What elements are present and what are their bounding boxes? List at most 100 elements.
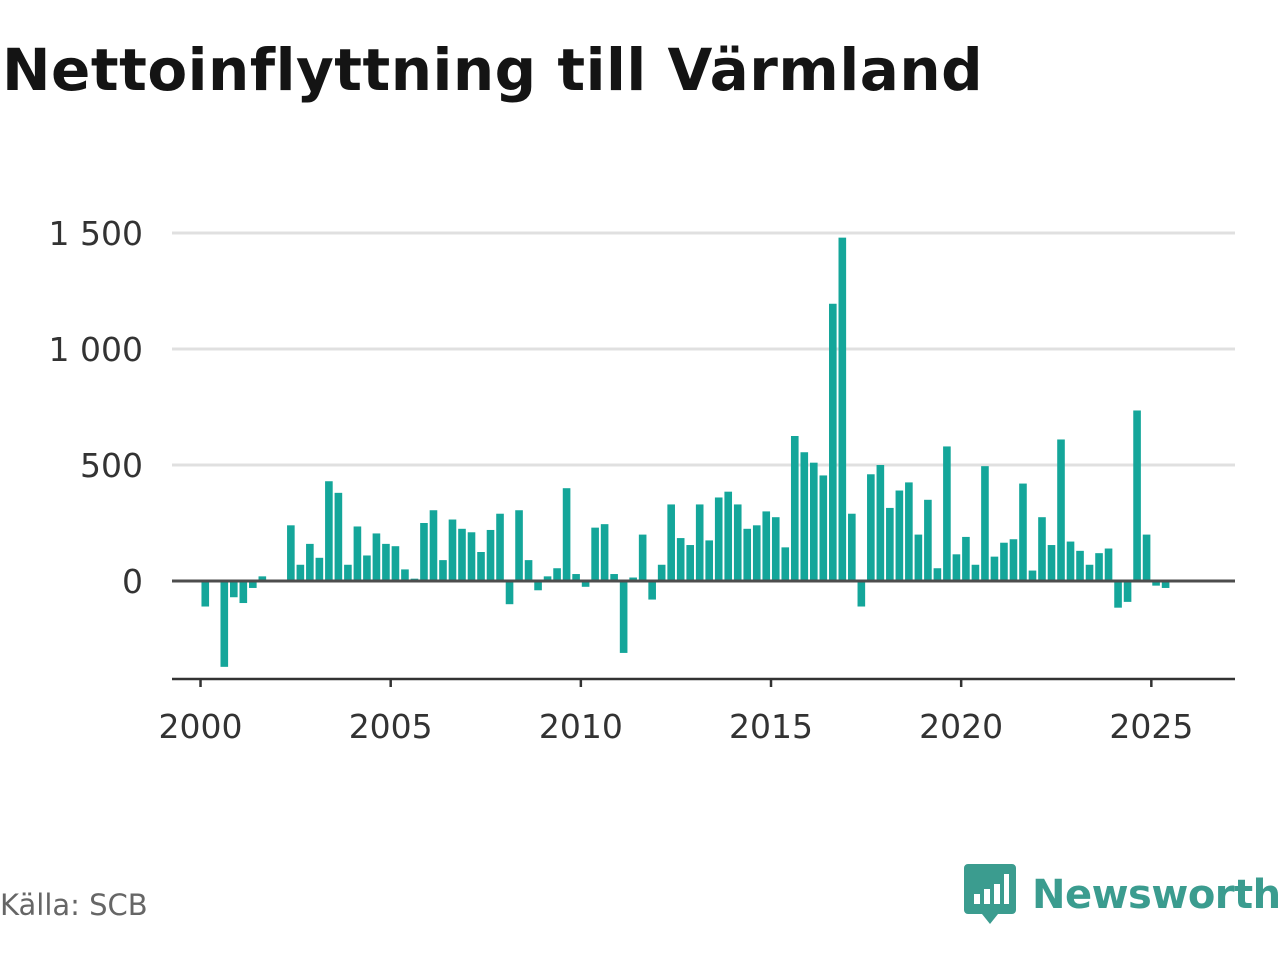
bar: [1019, 483, 1027, 581]
bar: [848, 513, 856, 581]
bar: [439, 560, 447, 581]
x-tick-label: 2000: [159, 707, 243, 746]
bar: [249, 581, 257, 588]
bar: [857, 581, 866, 607]
bar: [819, 475, 828, 581]
bar: [667, 504, 675, 581]
bar: [914, 534, 923, 581]
bar: [1009, 539, 1018, 581]
bar: [695, 504, 704, 581]
bar: [239, 581, 248, 604]
bar: [1161, 581, 1170, 588]
x-tick-label: 2010: [539, 707, 623, 746]
bar: [496, 513, 504, 581]
bar: [895, 490, 904, 581]
gridlines: [172, 231, 1235, 467]
bar: [771, 517, 780, 581]
bar: [553, 568, 561, 581]
source-note: Källa: SCB: [0, 888, 148, 922]
bar: [705, 540, 714, 581]
bar: [515, 510, 523, 581]
bar: [933, 568, 942, 581]
bar: [334, 492, 343, 581]
bar: [619, 581, 628, 653]
bar: [325, 481, 333, 581]
bar: [924, 499, 932, 581]
bar: [648, 581, 656, 600]
bar: [391, 546, 400, 581]
bar: [1152, 581, 1160, 586]
brand-name: Newsworthy: [1032, 872, 1280, 918]
bar: [230, 581, 238, 598]
bar: [867, 474, 875, 581]
newsworthy-logo-icon: [964, 864, 1016, 924]
bar: [790, 436, 799, 581]
bar: [676, 538, 685, 581]
bar: [876, 465, 885, 581]
bar: [600, 524, 609, 581]
bar: [829, 303, 837, 581]
bar: [1095, 553, 1103, 581]
bar: [905, 482, 913, 581]
bar: [809, 462, 818, 581]
bar: [543, 576, 552, 581]
bar: [752, 525, 761, 581]
bar: [429, 510, 438, 581]
bar: [591, 527, 599, 581]
y-tick-label: 1 500: [49, 214, 143, 253]
bar: [287, 525, 295, 581]
bar: [534, 581, 542, 591]
bar: [638, 534, 647, 581]
bar: [220, 581, 229, 667]
x-tick-label: 2005: [349, 707, 433, 746]
x-tick-label: 2015: [729, 707, 813, 746]
bar: [1028, 570, 1037, 581]
bar: [1142, 534, 1151, 581]
bar: [524, 560, 533, 581]
x-tick-label: 2025: [1109, 707, 1193, 746]
bar: [572, 574, 580, 581]
bar: [1057, 439, 1065, 581]
bar: [1114, 581, 1122, 608]
bar: [486, 529, 495, 581]
bar: [714, 497, 723, 581]
bar: [1038, 517, 1046, 581]
bar: [800, 452, 809, 581]
bar: [943, 446, 951, 581]
bar: [990, 556, 999, 581]
bar: [372, 533, 381, 581]
bar: [505, 581, 514, 605]
bar: [1000, 542, 1008, 581]
bar: [952, 554, 961, 581]
bar: [296, 564, 305, 581]
y-axis-tick-labels: 1 500 1 000 500 0: [49, 214, 143, 601]
bar: [401, 569, 409, 581]
bar: [562, 488, 571, 581]
bar: [724, 491, 733, 581]
bar: [420, 523, 428, 581]
bar: [1085, 564, 1094, 581]
bar: [1123, 581, 1132, 602]
bar: [781, 547, 790, 581]
bar: [258, 576, 267, 581]
bar: [981, 466, 989, 581]
bars: [201, 237, 1170, 667]
bar: [657, 564, 666, 581]
bar: [838, 237, 847, 581]
bar: [306, 543, 314, 581]
x-tick-label: 2020: [919, 707, 1003, 746]
y-tick-label: 0: [122, 562, 143, 601]
bar: [448, 519, 457, 581]
bar: [477, 552, 485, 581]
bar: [971, 564, 980, 581]
bar: [962, 536, 970, 581]
bar: [344, 564, 352, 581]
bar: [686, 545, 694, 581]
bar: [1104, 548, 1113, 581]
y-tick-label: 1 000: [49, 330, 143, 369]
x-axis-tick-labels: 2000 2005 2010 2015 2020 2025: [159, 707, 1194, 746]
bar: [1066, 541, 1075, 581]
bar: [1133, 410, 1141, 581]
brand[interactable]: Newsworthy: [964, 864, 1280, 926]
